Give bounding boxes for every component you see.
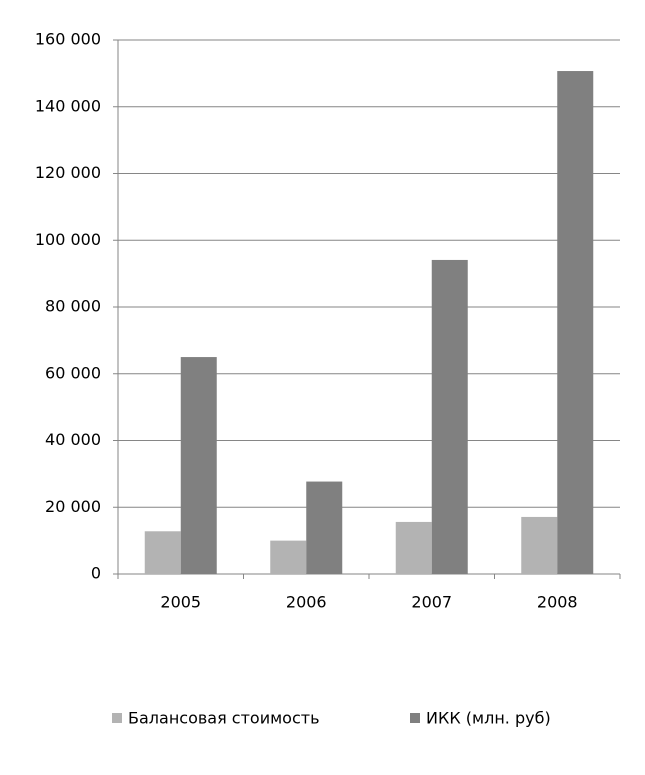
legend-swatch [410, 713, 420, 723]
bar [395, 521, 432, 574]
y-tick-label: 60 000 [45, 363, 101, 382]
bar [180, 357, 217, 574]
y-tick-label: 0 [91, 564, 101, 583]
y-tick-label: 20 000 [45, 497, 101, 516]
x-tick-label: 2007 [411, 593, 452, 612]
x-tick-label: 2008 [537, 593, 578, 612]
bar [431, 259, 468, 574]
bar [306, 481, 343, 574]
y-tick-label: 160 000 [35, 30, 101, 49]
bar [521, 516, 558, 574]
x-tick-label: 2005 [160, 593, 201, 612]
legend-label: ИКК (млн. руб) [426, 709, 551, 728]
y-tick-label: 140 000 [35, 96, 101, 115]
y-tick-label: 100 000 [35, 230, 101, 249]
bar [144, 531, 181, 574]
y-tick-label: 80 000 [45, 297, 101, 316]
legend-label: Балансовая стоимость [128, 709, 320, 728]
bar [557, 71, 594, 574]
x-tick-label: 2006 [286, 593, 327, 612]
y-tick-label: 40 000 [45, 430, 101, 449]
legend-swatch [112, 713, 122, 723]
bar [270, 540, 307, 574]
y-tick-label: 120 000 [35, 163, 101, 182]
